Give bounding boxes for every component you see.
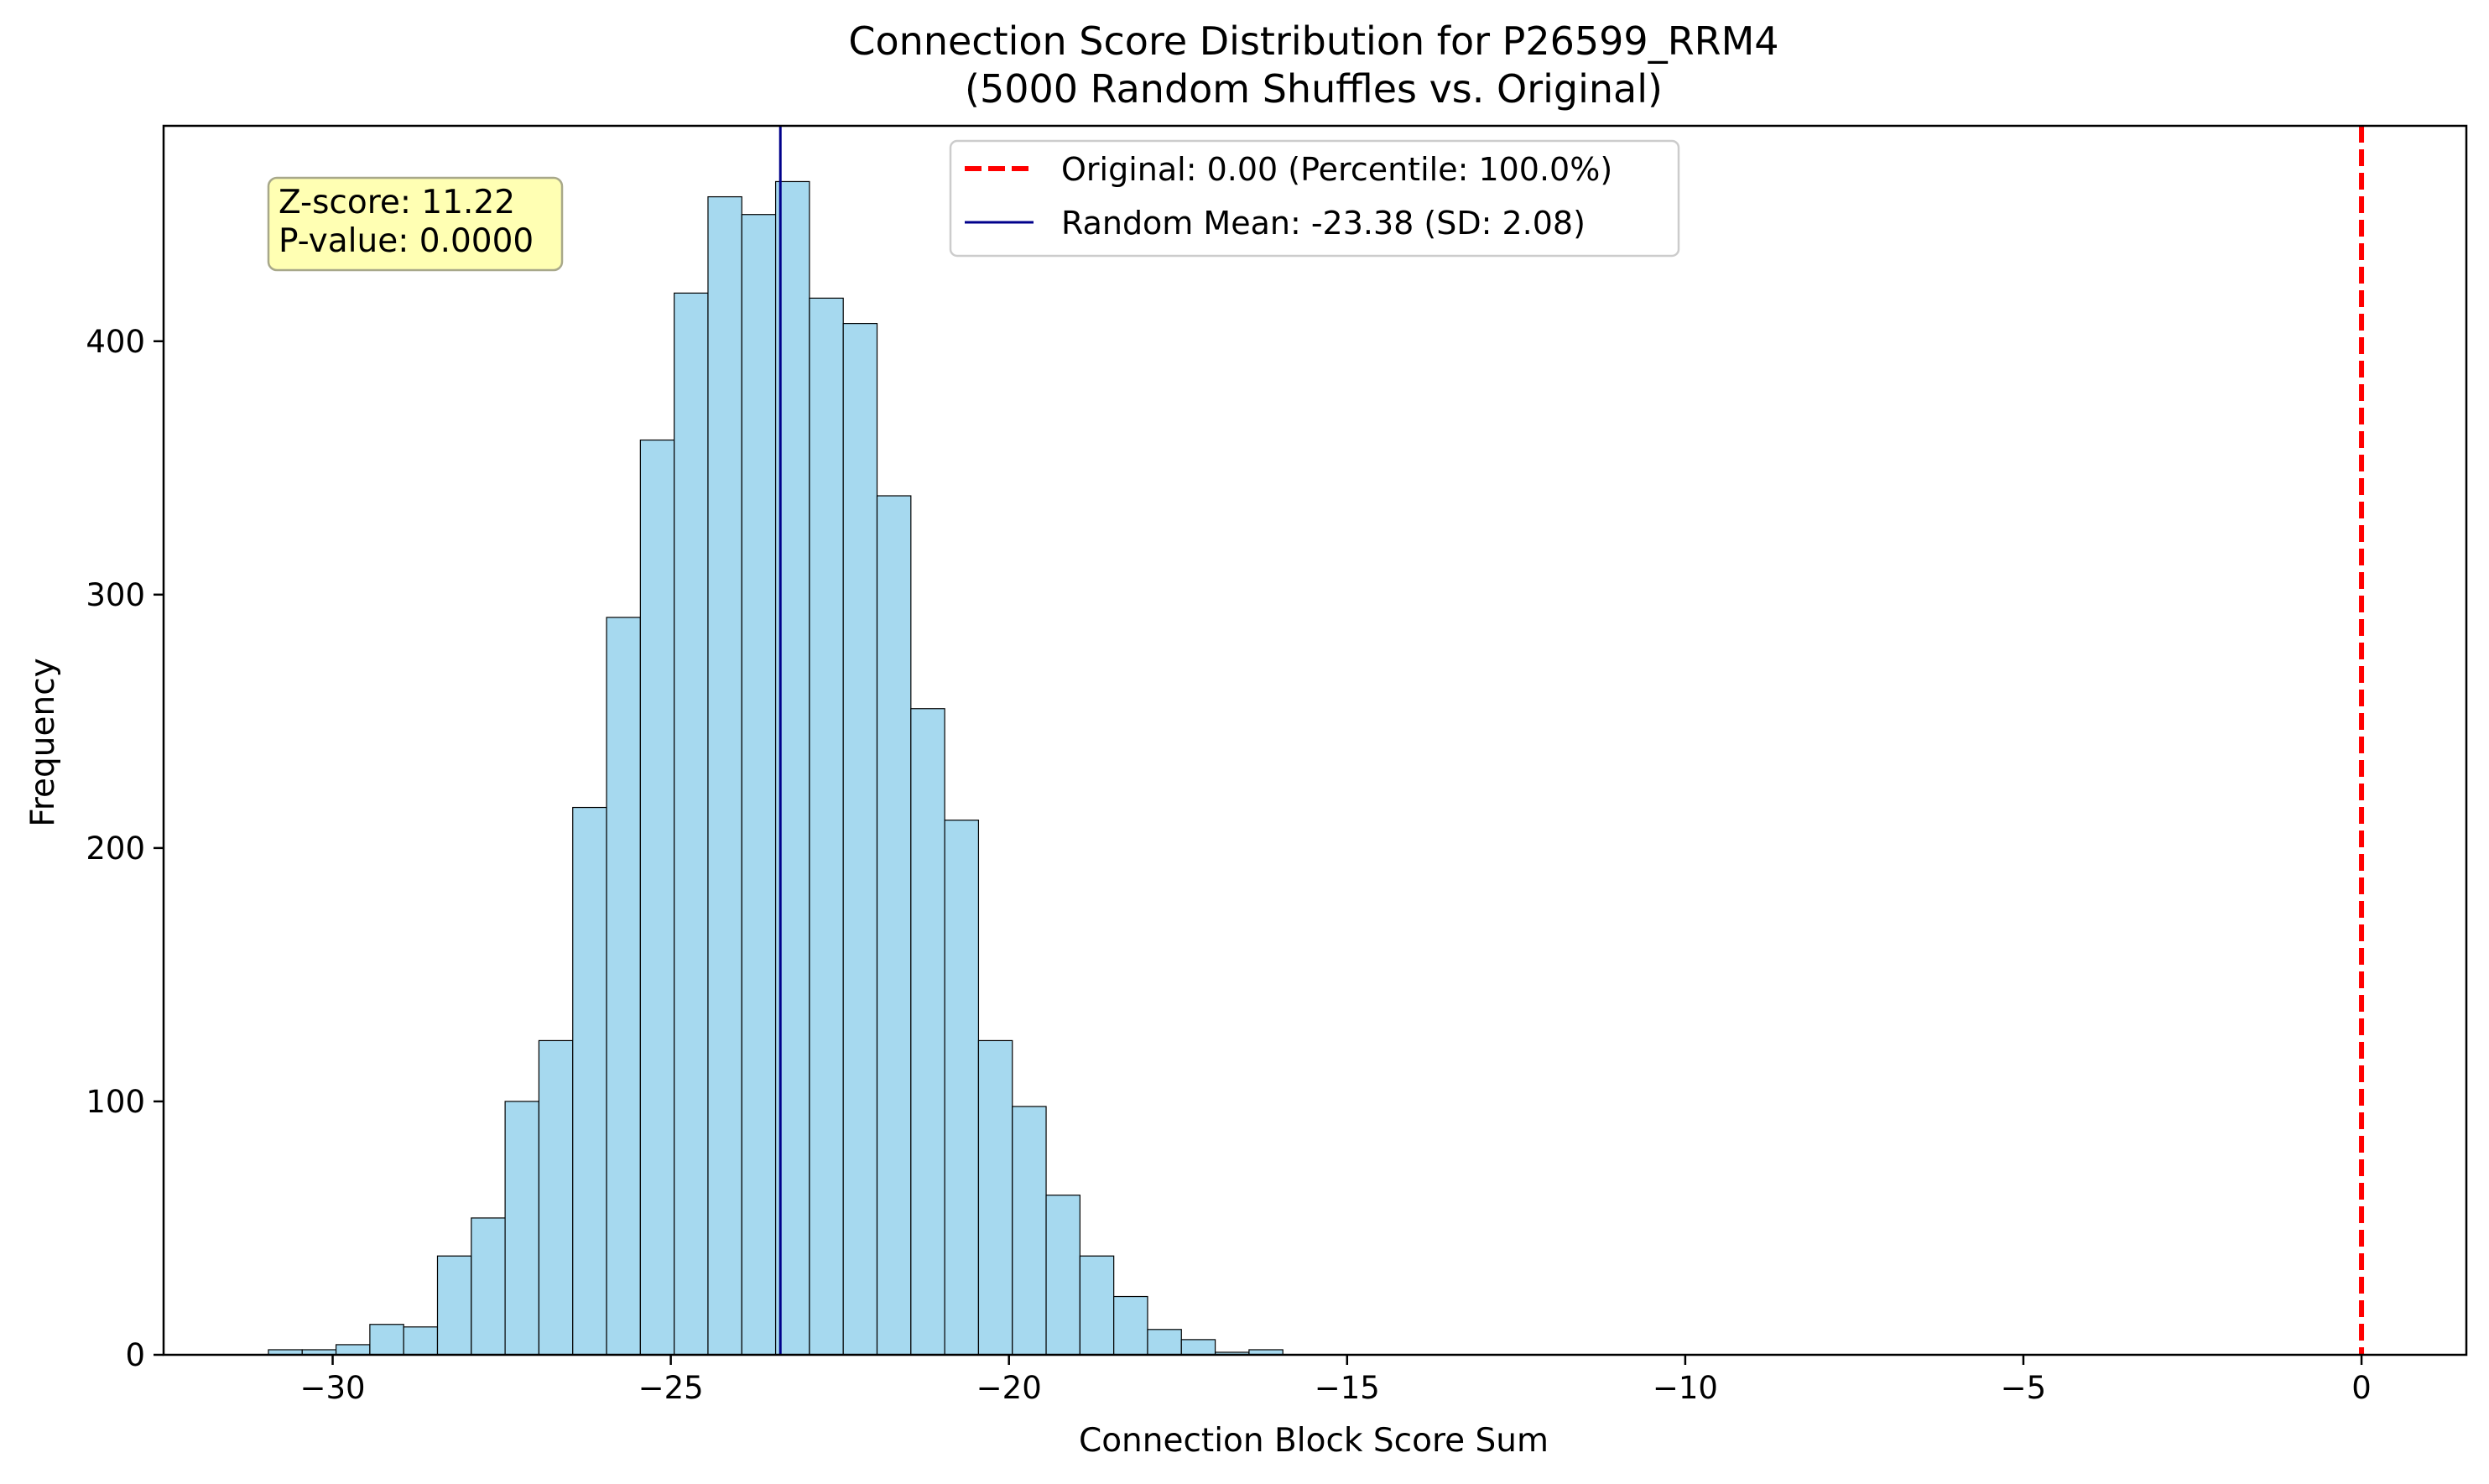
histogram-bars — [268, 180, 1284, 1356]
histogram-bar — [436, 1255, 472, 1356]
chart-title-line2: (5000 Random Shuffles vs. Original) — [965, 66, 1663, 112]
chart-title-line1: Connection Score Distribution for P26599… — [848, 18, 1778, 64]
legend-frame — [949, 139, 1680, 258]
stats-pvalue: P-value: 0.0000 — [279, 222, 534, 260]
histogram-bar — [1079, 1255, 1115, 1356]
stats-box-background — [267, 176, 564, 272]
histogram-bar — [910, 708, 945, 1356]
x-tick-label: −20 — [976, 1370, 1042, 1406]
y-tick-label: 100 — [86, 1084, 145, 1120]
legend-mean-label: Random Mean: -23.38 (SD: 2.08) — [1061, 205, 1586, 242]
x-tick-label: −25 — [638, 1370, 704, 1406]
histogram-bar — [1113, 1295, 1148, 1356]
histogram-bar — [504, 1101, 540, 1356]
x-axis-ticks: −30 −25 −20 −15 −10 −5 0 — [299, 1355, 2372, 1406]
histogram-bar — [944, 820, 980, 1356]
x-tick-label: −15 — [1315, 1370, 1380, 1406]
x-tick-label: −10 — [1653, 1370, 1718, 1406]
histogram-bar — [369, 1324, 404, 1356]
histogram-bar — [639, 439, 675, 1356]
plot-area-frame — [162, 124, 2468, 1356]
x-axis-label: Connection Block Score Sum — [1079, 1422, 1549, 1460]
histogram-bar — [741, 214, 777, 1356]
histogram-bar — [572, 806, 607, 1356]
histogram-bar — [809, 297, 844, 1356]
histogram-bar — [606, 617, 641, 1356]
y-axis-ticks: 0 100 200 300 400 — [86, 324, 164, 1373]
histogram-bar — [1012, 1106, 1047, 1356]
histogram-bar — [842, 323, 878, 1356]
histogram-bar — [977, 1039, 1013, 1356]
histogram-bar — [1045, 1195, 1080, 1356]
legend: Original: 0.00 (Percentile: 100.0%) Rand… — [949, 139, 1680, 258]
y-axis-label: Frequency — [24, 658, 62, 826]
histogram-bar — [674, 292, 709, 1356]
stats-box: Z-score: 11.22 P-value: 0.0000 — [267, 176, 564, 272]
x-tick-label: −5 — [2001, 1370, 2047, 1406]
y-tick-label: 400 — [86, 324, 145, 360]
x-tick-label: 0 — [2351, 1370, 2372, 1406]
y-tick-label: 200 — [86, 831, 145, 867]
histogram-bar — [707, 195, 742, 1356]
histogram-bar — [876, 495, 912, 1356]
histogram-bar — [1147, 1329, 1182, 1356]
histogram-bar — [403, 1326, 439, 1356]
histogram-bar — [538, 1039, 574, 1356]
stats-zscore: Z-score: 11.22 — [279, 184, 515, 221]
x-tick-label: −30 — [299, 1370, 365, 1406]
y-tick-label: 300 — [86, 577, 145, 613]
reference-lines — [778, 126, 2365, 1355]
y-tick-label: 0 — [125, 1337, 145, 1373]
histogram-bar — [471, 1217, 506, 1356]
histogram-bar — [335, 1344, 371, 1356]
histogram-bar — [1180, 1339, 1216, 1356]
legend-original-label: Original: 0.00 (Percentile: 100.0%) — [1061, 151, 1612, 188]
